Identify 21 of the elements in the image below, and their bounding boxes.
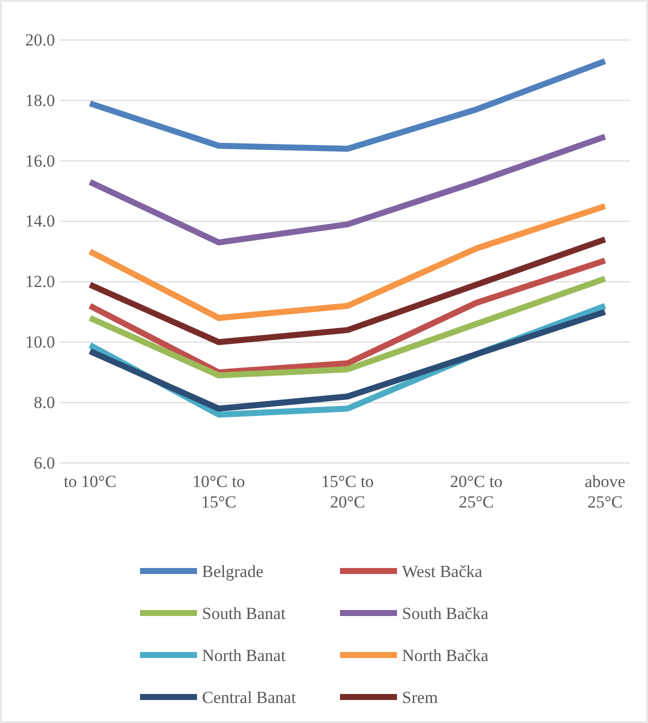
- x-tick-label: 15°C to 20°C: [321, 472, 374, 512]
- x-tick-label: above 25°C: [584, 472, 626, 512]
- legend-label: South Banat: [202, 604, 286, 623]
- x-tick-label: to 10°C: [64, 472, 116, 492]
- legend-label: West Bačka: [402, 562, 483, 581]
- y-tick-label: 12.0: [25, 272, 55, 292]
- legend-label: Central Banat: [202, 688, 296, 707]
- legend-label: North Banat: [202, 646, 286, 665]
- y-tick-label: 18.0: [25, 90, 55, 110]
- legend-label: Srem: [402, 688, 438, 707]
- y-tick-label: 14.0: [25, 212, 55, 231]
- legend-label: North Bačka: [402, 646, 489, 665]
- x-tick-label: 20°C to 25°C: [450, 472, 503, 512]
- y-tick-label: 6.0: [34, 453, 55, 472]
- y-tick-label: 20.0: [25, 30, 55, 50]
- x-tick-label: 10°C to 15°C: [192, 472, 246, 512]
- legend-label: South Bačka: [402, 604, 489, 623]
- y-tick-label: 8.0: [34, 393, 55, 412]
- y-tick-label: 10.0: [25, 332, 55, 352]
- y-tick-label: 16.0: [25, 151, 55, 170]
- legend-label: Belgrade: [202, 562, 264, 581]
